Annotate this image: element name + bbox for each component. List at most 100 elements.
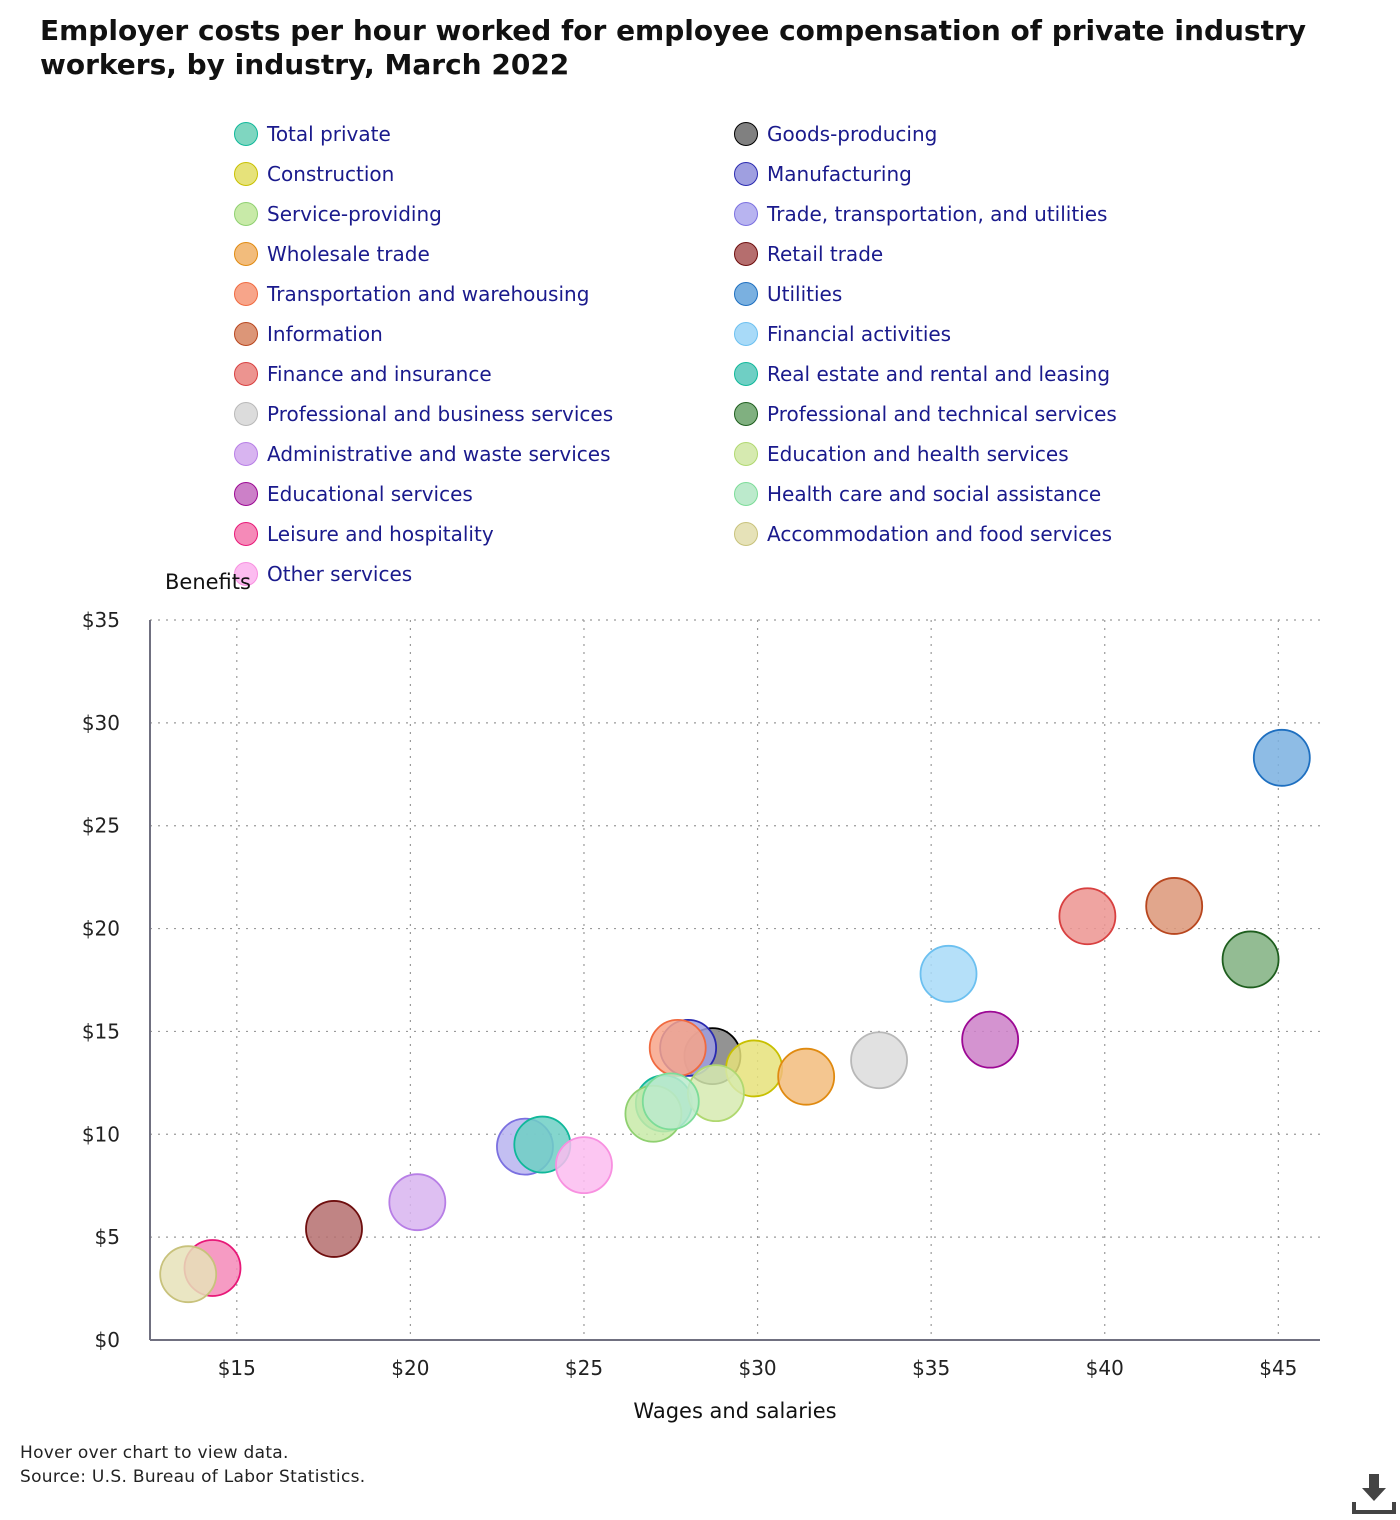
source-note: Source: U.S. Bureau of Labor Statistics. xyxy=(20,1467,366,1487)
legend-swatch xyxy=(734,322,758,346)
x-tick-label: $40 xyxy=(1086,1356,1124,1380)
legend-label: Administrative and waste services xyxy=(267,442,611,466)
legend-item[interactable]: Information xyxy=(234,316,383,352)
legend-item[interactable]: Accommodation and food services xyxy=(734,516,1112,552)
axes xyxy=(149,620,1320,1341)
legend-swatch xyxy=(234,322,258,346)
legend-label: Financial activities xyxy=(767,322,952,346)
legend-item[interactable]: Educational services xyxy=(234,476,473,512)
x-tick-label: $15 xyxy=(218,1356,256,1380)
legend-item[interactable]: Education and health services xyxy=(734,436,1069,472)
data-point[interactable]: Health care and social assistance xyxy=(641,1072,700,1131)
legend-item[interactable]: Leisure and hospitality xyxy=(234,516,494,552)
legend-swatch xyxy=(734,282,758,306)
legend-item[interactable]: Total private xyxy=(234,116,391,152)
legend-item[interactable]: Construction xyxy=(234,156,394,192)
legend-item[interactable]: Utilities xyxy=(734,276,842,312)
legend-item[interactable]: Wholesale trade xyxy=(234,236,430,272)
tick-labels: $0 $5 $10 $15 $20 $25 $30 $35 $15 $20 $25 $30 $35 $40… xyxy=(82,608,1298,1380)
legend-item[interactable]: Transportation and warehousing xyxy=(234,276,589,312)
legend-label: Manufacturing xyxy=(767,162,912,186)
x-tick-label: $45 xyxy=(1259,1356,1297,1380)
legend-label: Construction xyxy=(267,162,395,186)
data-points: Total privateGoods-producingConstruction… xyxy=(159,728,1311,1304)
legend-item[interactable]: Trade, transportation, and utilities xyxy=(734,196,1107,232)
data-point[interactable]: Wholesale trade xyxy=(777,1047,836,1106)
legend-label: Total private xyxy=(267,122,391,146)
data-point[interactable]: Administrative and waste services xyxy=(388,1173,447,1232)
legend-swatch xyxy=(234,562,258,586)
legend-item[interactable]: Service-providing xyxy=(234,196,442,232)
data-point[interactable]: Accommodation and food services xyxy=(159,1245,218,1304)
legend-label: Professional and technical services xyxy=(767,402,1117,426)
legend-label: Goods-producing xyxy=(767,122,938,146)
legend-swatch xyxy=(234,362,258,386)
legend-label: Education and health services xyxy=(767,442,1069,466)
legend-swatch xyxy=(234,402,258,426)
legend-swatch xyxy=(234,522,258,546)
legend-item[interactable]: Financial activities xyxy=(734,316,951,352)
chart-title: Employer costs per hour worked for emplo… xyxy=(40,14,1307,81)
legend-label: Health care and social assistance xyxy=(767,482,1102,506)
data-point[interactable]: Financial activities xyxy=(919,944,978,1003)
x-tick-label: $35 xyxy=(912,1356,950,1380)
legend-label: Retail trade xyxy=(767,242,884,266)
data-point[interactable]: Educational services xyxy=(961,1010,1020,1069)
legend-swatch xyxy=(734,202,758,226)
legend-label: Transportation and warehousing xyxy=(267,282,590,306)
legend-swatch xyxy=(234,242,258,266)
legend-label: Service-providing xyxy=(267,202,442,226)
data-point[interactable]: Information xyxy=(1145,877,1204,935)
legend-swatch xyxy=(734,522,758,546)
legend-item[interactable]: Professional and technical services xyxy=(734,396,1117,432)
legend-label: Accommodation and food services xyxy=(767,522,1112,546)
y-tick-label: $5 xyxy=(95,1225,120,1249)
legend-label: Information xyxy=(267,322,383,346)
legend-swatch xyxy=(734,362,758,386)
data-point[interactable]: Utilities xyxy=(1252,728,1311,787)
legend-item[interactable]: Manufacturing xyxy=(734,156,912,192)
scatter-plot[interactable]: $0 $5 $10 $15 $20 $25 $30 $35 $15 $20 $25 $30 $35 $40… xyxy=(0,0,1400,1440)
y-axis-title: Benefits xyxy=(165,570,251,594)
legend-item[interactable]: Professional and business services xyxy=(234,396,613,432)
legend-swatch xyxy=(734,162,758,186)
legend-swatch xyxy=(734,442,758,466)
legend-item[interactable]: Administrative and waste services xyxy=(234,436,611,472)
legend-label: Educational services xyxy=(267,482,473,506)
y-tick-label: $15 xyxy=(82,1019,120,1043)
data-point[interactable]: Finance and insurance xyxy=(1058,887,1117,946)
legend-label: Trade, transportation, and utilities xyxy=(767,202,1108,226)
y-tick-label: $25 xyxy=(82,814,120,838)
legend-label: Other services xyxy=(267,562,413,586)
legend-swatch xyxy=(734,482,758,506)
data-point[interactable]: Transportation and warehousing xyxy=(648,1018,707,1077)
x-tick-label: $20 xyxy=(391,1356,429,1380)
legend-item[interactable]: Finance and insurance xyxy=(234,356,492,392)
legend-swatch xyxy=(234,162,258,186)
hover-note: Hover over chart to view data. xyxy=(20,1443,289,1463)
y-tick-label: $0 xyxy=(95,1328,120,1352)
legend-item[interactable]: Health care and social assistance xyxy=(734,476,1101,512)
legend-item[interactable]: Retail trade xyxy=(734,236,883,272)
legend-swatch xyxy=(234,282,258,306)
data-point[interactable]: Retail trade xyxy=(305,1200,363,1258)
legend-label: Utilities xyxy=(767,282,843,306)
download-icon[interactable] xyxy=(1352,1472,1396,1516)
y-tick-label: $35 xyxy=(82,608,120,632)
data-point[interactable]: Professional and business services xyxy=(850,1031,908,1090)
legend-swatch xyxy=(234,442,258,466)
legend-item[interactable]: Other services xyxy=(234,556,412,592)
legend-label: Leisure and hospitality xyxy=(267,522,494,546)
legend-swatch xyxy=(734,122,758,146)
legend-item[interactable]: Goods-producing xyxy=(734,116,937,152)
legend-label: Wholesale trade xyxy=(267,242,430,266)
y-tick-label: $10 xyxy=(82,1122,120,1146)
legend-item[interactable]: Real estate and rental and leasing xyxy=(734,356,1110,392)
data-point[interactable]: Other services xyxy=(555,1136,613,1195)
y-tick-label: $20 xyxy=(82,917,120,941)
legend-swatch xyxy=(734,402,758,426)
legend-swatch xyxy=(734,242,758,266)
y-tick-label: $30 xyxy=(82,711,120,735)
data-point[interactable]: Professional and technical services xyxy=(1221,930,1280,989)
legend-label: Real estate and rental and leasing xyxy=(767,362,1111,386)
